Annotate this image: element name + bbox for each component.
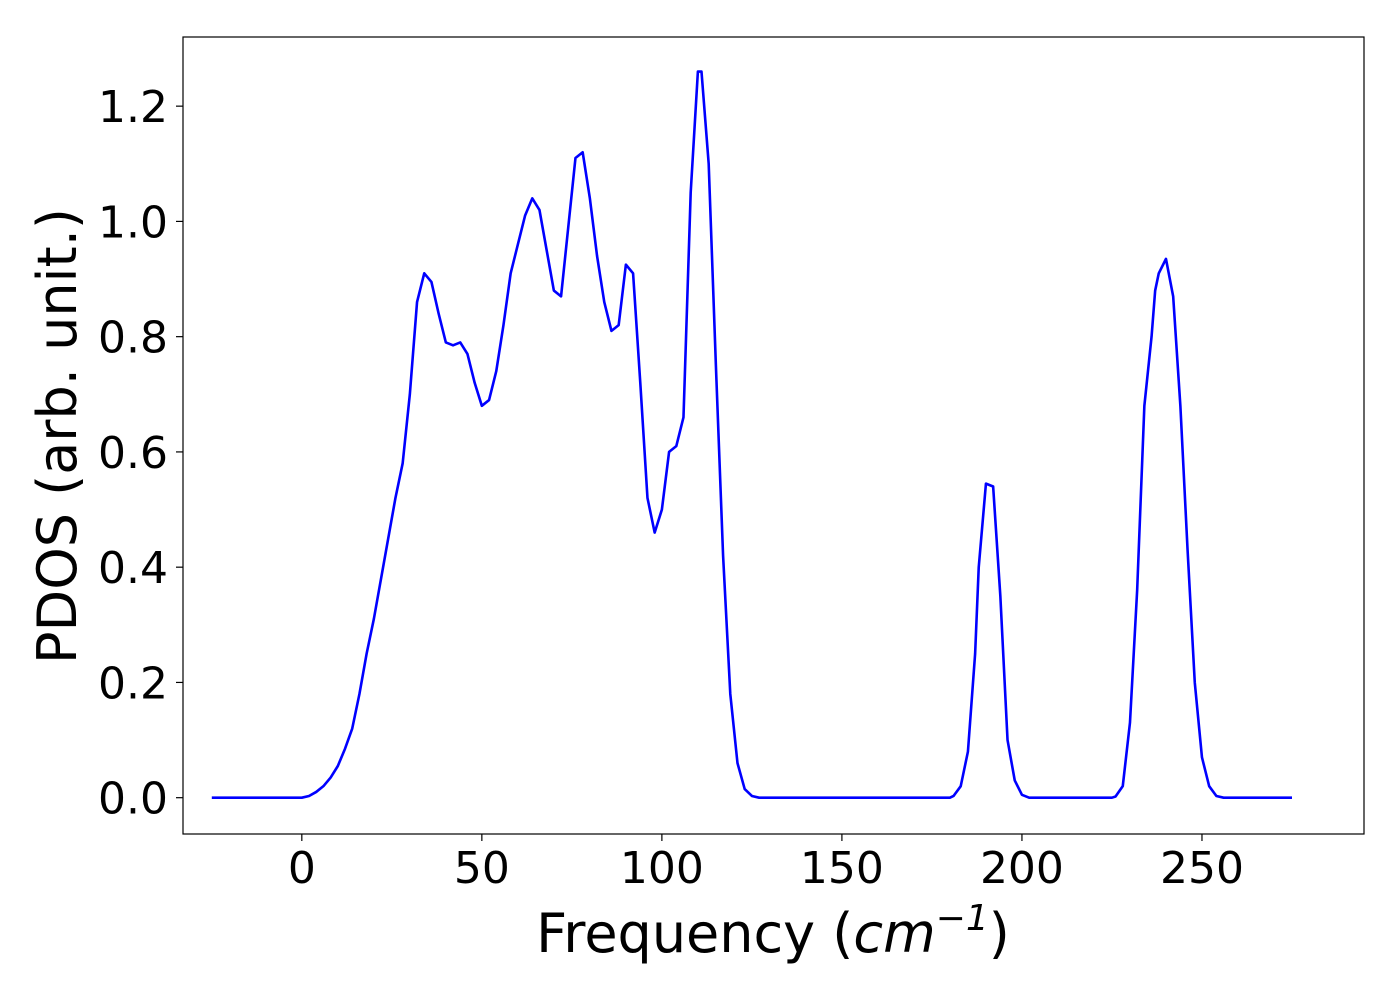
y-tick-label: 0.4 <box>98 543 168 594</box>
y-axis-label: PDOS (arb. unit.) <box>26 208 89 664</box>
x-tick-label: 0 <box>288 843 316 894</box>
x-tick-label: 100 <box>620 843 704 894</box>
axes-frame <box>182 36 1365 835</box>
y-axis-ticks: 0.0 0.2 0.4 0.6 0.8 1.0 1.2 <box>98 82 183 825</box>
y-tick-label: 0.6 <box>98 428 168 479</box>
pdos-series-line <box>211 70 1292 799</box>
y-tick-label: 0.0 <box>98 774 168 825</box>
x-axis-label: Frequency (cm−1) <box>536 898 1010 965</box>
x-tick-label: 150 <box>800 843 884 894</box>
y-tick-label: 0.2 <box>98 658 168 709</box>
x-tick-label: 250 <box>1160 843 1244 894</box>
y-tick-label: 0.8 <box>98 313 168 364</box>
x-tick-label: 50 <box>454 843 510 894</box>
x-axis-ticks: 0 50 100 150 200 250 <box>288 834 1244 894</box>
x-tick-label: 200 <box>980 843 1064 894</box>
plot-layer <box>211 70 1292 799</box>
y-tick-label: 1.2 <box>98 82 168 133</box>
y-tick-label: 1.0 <box>98 197 168 248</box>
